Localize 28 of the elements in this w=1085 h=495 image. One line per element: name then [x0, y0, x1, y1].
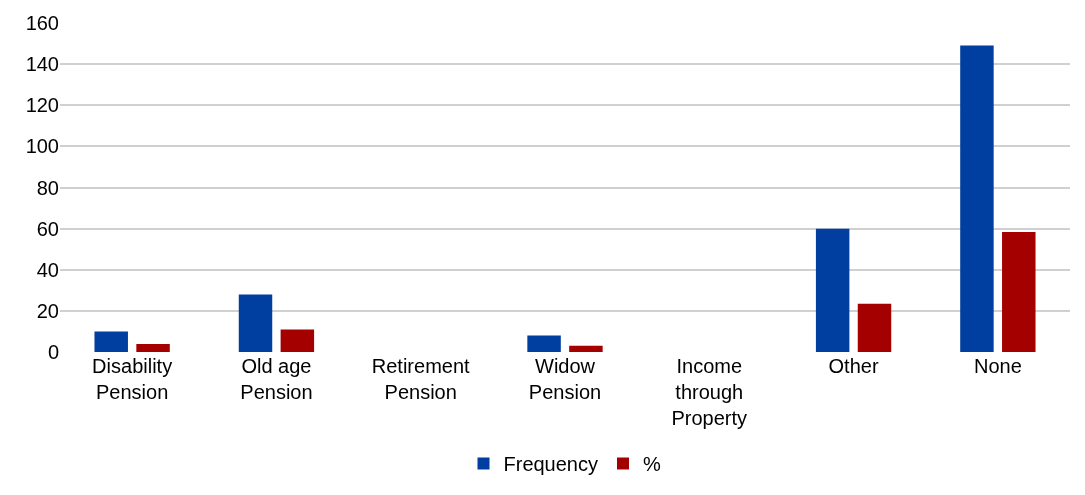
bar: [527, 335, 561, 352]
bar: [1002, 231, 1036, 352]
x-tick-label: Other: [828, 355, 879, 377]
y-tick-label: 80: [36, 176, 59, 199]
x-tick-label: Old age Pension: [240, 355, 313, 403]
x-tick-label: None: [973, 355, 1022, 377]
x-tick-label: Income through Property: [671, 355, 748, 429]
y-tick-label: 160: [25, 12, 59, 34]
y-tick-label: 0: [47, 341, 59, 363]
bar: [857, 303, 892, 352]
y-tick-label: 120: [25, 94, 59, 117]
bar: [136, 343, 170, 352]
x-tick-label: Widow Pension: [528, 355, 602, 403]
x-tick-label: Retirement Pension: [371, 355, 471, 403]
bar: [815, 228, 850, 352]
bar: [280, 329, 315, 352]
legend-label: Frequency: [503, 453, 598, 476]
bar: [238, 294, 273, 352]
bar: [960, 45, 994, 352]
bar: [94, 331, 128, 352]
y-tick-label: 100: [25, 135, 59, 158]
y-tick-label: 140: [25, 53, 59, 76]
bar: [569, 345, 603, 352]
y-tick-label: 40: [36, 258, 59, 281]
legend-label: %: [643, 453, 661, 476]
y-tick-label: 20: [36, 299, 59, 322]
y-tick-label: 60: [36, 217, 59, 240]
x-tick-label: Disability Pension: [92, 355, 173, 403]
